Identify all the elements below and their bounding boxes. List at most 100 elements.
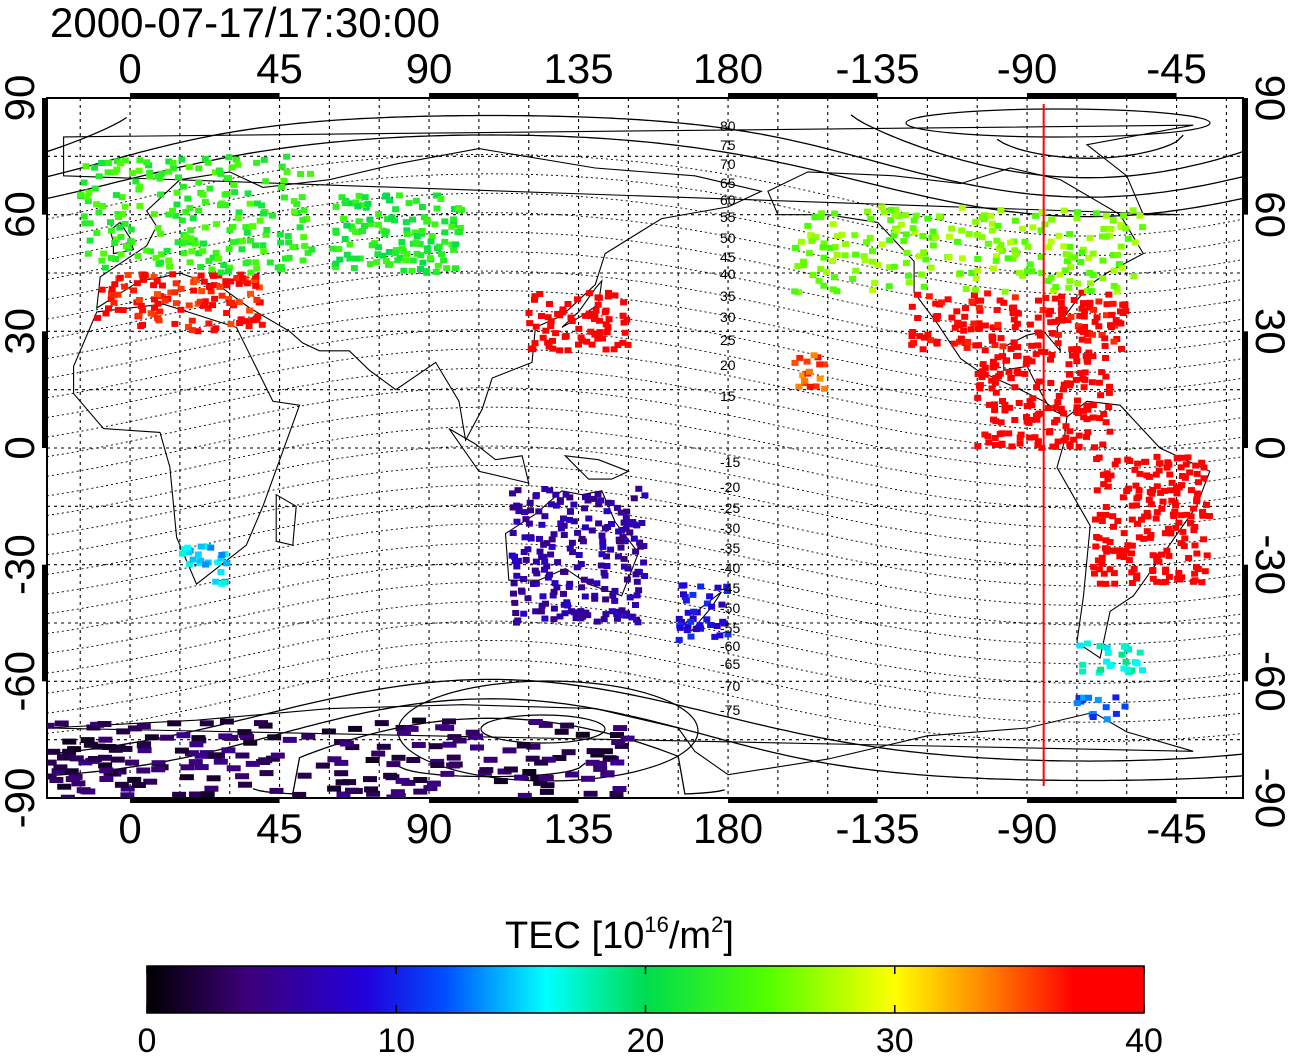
- tec-cell: [1047, 380, 1055, 386]
- tec-cell: [599, 335, 606, 342]
- tec-cell: [194, 752, 209, 759]
- x-tick-label-top: -90: [997, 45, 1058, 92]
- tec-cell: [615, 528, 623, 535]
- x-tick-label-bottom: 0: [118, 805, 141, 852]
- tec-cell: [366, 261, 374, 267]
- tec-cell: [249, 223, 257, 230]
- tec-cell: [435, 243, 443, 250]
- tec-cell: [1118, 651, 1126, 658]
- tec-cell: [418, 227, 426, 234]
- tec-cell: [595, 520, 603, 527]
- tec-cell: [252, 259, 260, 266]
- tec-cell: [1026, 398, 1034, 405]
- tec-cell: [299, 257, 307, 264]
- tec-cell: [684, 623, 692, 630]
- tec-cell: [1035, 297, 1042, 304]
- tec-cell: [265, 755, 280, 762]
- tec-cell: [114, 781, 129, 788]
- tec-cell: [1026, 261, 1034, 268]
- tec-cell: [526, 499, 534, 506]
- tec-cell: [1045, 244, 1053, 251]
- tec-cell: [395, 192, 403, 199]
- tec-cell: [185, 302, 193, 309]
- tec-cell: [587, 328, 595, 335]
- tec-cell: [237, 316, 245, 323]
- tec-cell: [47, 773, 57, 780]
- tec-cell: [184, 544, 192, 551]
- tec-cell: [1084, 640, 1092, 647]
- tec-cell: [547, 318, 555, 325]
- tec-cell: [1113, 457, 1121, 464]
- tec-cell: [1074, 346, 1082, 353]
- tec-cell: [441, 238, 449, 245]
- tec-cell: [600, 771, 615, 778]
- tec-cell: [169, 165, 177, 172]
- tec-cell: [610, 759, 625, 766]
- tec-cell: [534, 759, 549, 766]
- tec-cell: [526, 743, 541, 750]
- tec-cell: [509, 504, 517, 511]
- tec-cell: [1072, 376, 1080, 383]
- tec-cell: [954, 319, 962, 326]
- tec-cell: [601, 586, 609, 592]
- tec-cell: [568, 608, 576, 615]
- tec-cell: [234, 161, 242, 168]
- tec-cell: [596, 329, 604, 336]
- tec-cell: [584, 497, 592, 504]
- tec-cell: [1081, 323, 1088, 330]
- tec-cell: [386, 197, 394, 204]
- tec-cell: [820, 361, 828, 368]
- tec-cell: [253, 200, 261, 207]
- tec-cell: [532, 323, 540, 330]
- tec-cell: [1087, 288, 1095, 295]
- tec-cell: [205, 257, 213, 264]
- tec-cell: [1119, 310, 1127, 316]
- tec-cell: [713, 623, 721, 629]
- tec-cell: [620, 555, 628, 562]
- tec-cell: [292, 791, 307, 798]
- tec-cell: [178, 217, 186, 224]
- tec-cell: [254, 720, 268, 727]
- tec-cell: [1092, 543, 1100, 550]
- tec-cell: [479, 767, 494, 774]
- tec-cell: [1085, 694, 1093, 701]
- tec-cell: [994, 354, 1002, 361]
- tec-cell: [188, 759, 203, 766]
- tec-cell: [1013, 368, 1021, 375]
- tec-cell: [914, 291, 921, 298]
- tec-cell: [199, 191, 207, 198]
- tec-cell: [190, 287, 198, 294]
- tec-cell: [521, 534, 529, 541]
- tec-cell: [533, 570, 541, 577]
- tec-cell: [626, 594, 634, 601]
- tec-cell: [1120, 665, 1128, 672]
- magnetic-latitude-label: -20: [720, 479, 740, 495]
- tec-cell: [697, 583, 705, 590]
- tec-cell: [929, 228, 937, 235]
- tec-cell: [1093, 456, 1101, 462]
- tec-cell: [100, 250, 108, 257]
- tec-cell: [541, 486, 549, 492]
- tec-cell: [1102, 355, 1109, 361]
- tec-cell: [1074, 209, 1081, 216]
- tec-cell: [86, 724, 101, 731]
- tec-cell: [992, 441, 999, 448]
- tec-cell: [111, 281, 119, 288]
- tec-cell: [204, 785, 219, 792]
- tec-cell: [909, 329, 917, 335]
- tec-cell: [1134, 460, 1142, 467]
- tec-cell: [247, 237, 254, 244]
- tec-cell: [69, 755, 84, 762]
- tec-cell: [262, 231, 270, 238]
- tec-cell: [206, 283, 213, 290]
- tec-cell: [64, 768, 79, 775]
- tec-cell: [1080, 300, 1087, 307]
- tec-cell: [1022, 361, 1030, 368]
- tec-cell: [1004, 255, 1012, 262]
- y-tick-label-right: 60: [1247, 191, 1292, 238]
- tec-cell: [346, 241, 354, 248]
- tec-cell: [1057, 405, 1065, 412]
- tec-cell: [244, 190, 252, 197]
- tec-cell: [981, 347, 989, 354]
- y-tick-label-right: -90: [1247, 768, 1292, 829]
